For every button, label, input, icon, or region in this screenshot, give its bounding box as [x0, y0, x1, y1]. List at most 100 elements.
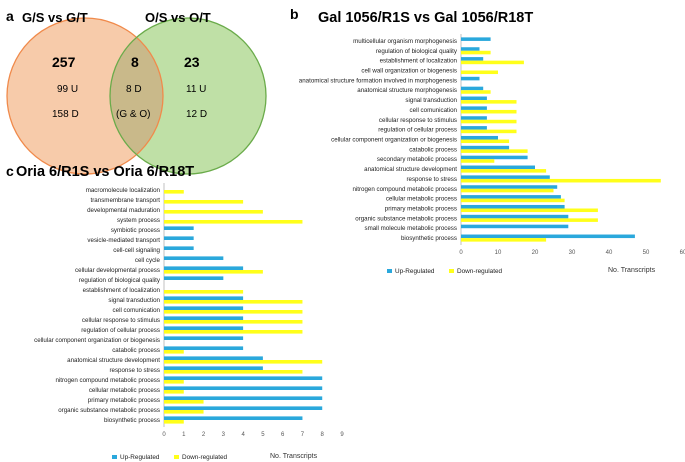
chart-c-bar-down	[164, 390, 184, 394]
venn-right-down: 12 D	[186, 109, 207, 120]
venn-left-title: G/S vs G/T	[22, 10, 88, 25]
chart-c-category-label: transmembrane transport	[91, 197, 161, 204]
chart-b-bar-up	[461, 195, 561, 199]
chart-b-category-label: establishment of localization	[380, 58, 458, 65]
chart-b-legend-swatch-up	[387, 269, 392, 273]
venn-overlap-down: 8 D	[126, 84, 142, 95]
chart-b-bar-up	[461, 86, 484, 91]
chart-c-category-label: developmental maduration	[87, 207, 160, 214]
chart-b-category-label: cell wall organization or biogenesis	[361, 68, 457, 75]
chart-c-category-label: regulation of biological quality	[79, 277, 161, 284]
chart-c-x-tick: 7	[301, 432, 305, 438]
chart-c-bar-up	[164, 346, 244, 350]
chart-b-category-label: organic substance metabolic process	[355, 215, 457, 222]
chart-c-bar-up	[164, 276, 224, 280]
chart-b-bar-down	[461, 178, 661, 183]
chart-c-bar-up	[164, 246, 194, 250]
venn-right-up: 11 U	[186, 84, 206, 95]
venn-right-outline	[109, 17, 267, 175]
chart-c-category-label: cellular metabolic process	[89, 387, 160, 394]
chart-b-category-label: cellular component organization or bioge…	[331, 137, 457, 144]
chart-b-category-label: anatomical structure formation involved …	[299, 77, 457, 84]
chart-b-bar-up	[461, 234, 635, 239]
chart-b-bar-down	[461, 169, 547, 173]
chart-c-legend-swatch-up	[112, 455, 117, 459]
chart-c-category-label: cell-cell signaling	[113, 247, 160, 254]
chart-b-bar-down	[461, 109, 517, 114]
chart-b-bar-up	[461, 47, 480, 51]
chart-b-category-label: anatomical structure morphogenesis	[357, 87, 457, 94]
chart-c-category-label: symbiotic process	[111, 227, 160, 234]
chart-b-bar-up	[461, 185, 558, 189]
chart-c-bar-up	[164, 416, 303, 420]
chart-c-bar-down	[164, 190, 184, 194]
chart-b-x-tick: 40	[606, 250, 613, 256]
venn-diagram: G/S vs G/T O/S vs O/T 257 99 U 158 D 8 8…	[6, 10, 267, 175]
chart-b-category-label: small molecule metabolic process	[364, 225, 457, 232]
chart-c-category-label: regulation of cellular process	[81, 327, 160, 334]
chart-c-bar-up	[164, 236, 194, 240]
chart-c-category-label: vesicle-mediated transport	[87, 237, 160, 244]
chart-c-category-label: establishment of localization	[83, 287, 161, 294]
chart-c-bar-down	[164, 290, 244, 294]
chart-b-bar-down	[461, 129, 517, 134]
chart-c-title: Oria 6/R1S vs Oria 6/R18T	[16, 164, 194, 180]
chart-b-bar-down	[461, 159, 495, 163]
chart-b-bar-down	[461, 119, 517, 124]
chart-c-category-label: organic substance metabolic process	[58, 407, 160, 414]
chart-c-category-label: macromolecule localization	[86, 187, 161, 194]
chart-b-category-label: multicellular organism morphogenesis	[353, 38, 457, 45]
chart-b-category-label: secondary metabolic process	[377, 156, 457, 163]
chart-c-bar-up	[164, 406, 323, 410]
chart-b-category-label: nitrogen compound metabolic process	[352, 186, 457, 193]
chart-c-x-tick: 9	[340, 432, 344, 438]
chart-b-bar-up	[461, 106, 487, 110]
chart-c-category-label: nitrogen compound metabolic process	[55, 377, 160, 384]
chart-b-bar-down	[461, 198, 565, 203]
chart-b-category-label: regulation of biological quality	[376, 48, 458, 55]
chart-c-bar-down	[164, 370, 303, 374]
chart-c-bar-up	[164, 396, 323, 400]
chart-b-bar-down	[461, 238, 547, 242]
chart-b-category-label: regulation of cellular process	[378, 127, 457, 134]
chart-b-category-label: cell comunication	[410, 107, 458, 114]
chart-c-bar-down	[164, 350, 184, 354]
venn-right-title: O/S vs O/T	[145, 10, 211, 25]
chart-c-legend-up: Up-Regulated	[120, 454, 160, 461]
chart-c-bar-up	[164, 266, 244, 270]
chart-c-bar-down	[164, 330, 303, 334]
chart-b-bar-down	[461, 139, 510, 144]
chart-c-category-label: signal transduction	[108, 297, 160, 304]
chart-b-bar-down	[461, 149, 528, 153]
chart-c-bar-down	[164, 380, 184, 384]
venn-overlap-region	[109, 37, 164, 155]
chart-b-bar-up	[461, 135, 498, 140]
chart-c-category-label: cellular component organization or bioge…	[34, 337, 160, 344]
chart-b-x-tick: 60	[680, 250, 685, 256]
chart-b-x-tick: 10	[495, 250, 502, 256]
chart-c-bar-down	[164, 360, 323, 364]
chart-b-bar-up	[461, 214, 569, 219]
chart-b-category-label: cellular response to stimulus	[379, 117, 457, 124]
venn-right-total: 23	[184, 54, 200, 70]
venn-overlap-note: (G & O)	[116, 109, 150, 120]
chart-b-category-label: biosynthetic process	[401, 235, 457, 242]
chart-b-bar-down	[461, 90, 491, 94]
chart-b-category-label: cellular metabolic process	[386, 196, 457, 203]
chart-b-bar-down	[461, 70, 498, 75]
chart-b-category-label: response to stress	[406, 176, 457, 183]
chart-c-category-label: cell comunication	[113, 307, 161, 314]
chart-c-bar-down	[164, 270, 263, 274]
chart-b-bar-up	[461, 57, 484, 61]
chart-c-bar-down	[164, 200, 244, 204]
chart-c-bar-up	[164, 386, 323, 390]
chart-b-title: Gal 1056/R1S vs Gal 1056/R18T	[318, 10, 533, 26]
chart-b-category-label: signal transduction	[405, 97, 457, 104]
chart-c-category-label: system process	[117, 217, 160, 224]
chart-c-category-label: primary metabolic process	[88, 397, 160, 404]
chart-c-bar-up	[164, 326, 244, 330]
chart-c-bar-up	[164, 226, 194, 230]
chart-c-category-label: cellular response to stimulus	[82, 317, 160, 324]
chart-c-legend-swatch-down	[174, 455, 179, 459]
